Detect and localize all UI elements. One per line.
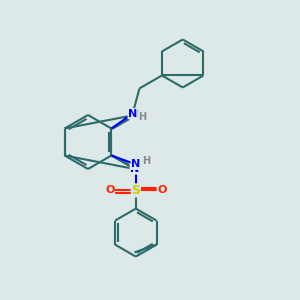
Text: N: N bbox=[128, 109, 137, 118]
Text: O: O bbox=[105, 185, 115, 195]
Text: N: N bbox=[130, 110, 140, 120]
Text: O: O bbox=[157, 185, 167, 195]
Text: N: N bbox=[131, 159, 140, 170]
Text: S: S bbox=[131, 184, 140, 197]
Text: H: H bbox=[142, 156, 150, 167]
Text: H: H bbox=[139, 112, 147, 122]
Text: N: N bbox=[130, 164, 140, 174]
